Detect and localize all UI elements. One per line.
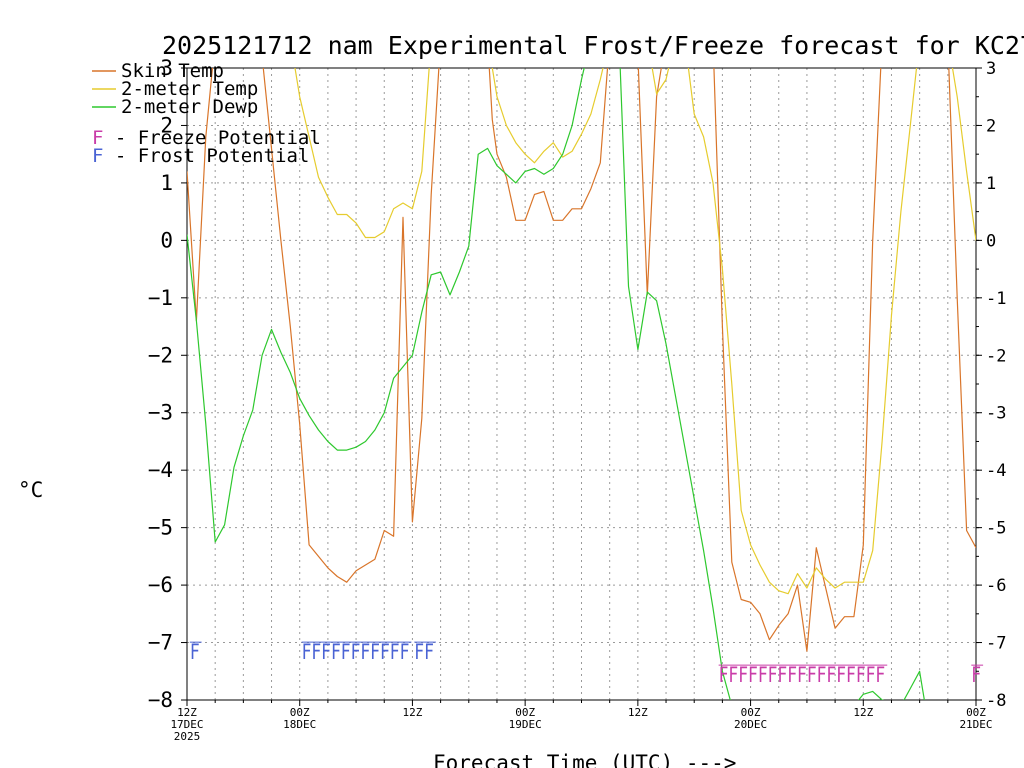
y-tick-label-right: -6	[986, 576, 1006, 596]
y-tick-label-right: -8	[986, 691, 1006, 711]
y-tick-label: 1	[160, 171, 173, 195]
y-tick-label: 3	[160, 56, 173, 80]
chart-title: 2025121712 nam Experimental Frost/Freeze…	[162, 31, 1024, 60]
y-tick-label-right: -5	[986, 519, 1006, 539]
x-tick-label: 20DEC	[734, 718, 767, 731]
x-tick-label: 17DEC	[170, 718, 203, 731]
x-tick-label: 18DEC	[283, 718, 316, 731]
y-tick-label-right: -3	[986, 404, 1006, 424]
legend-label: 2-meter Dewp	[121, 96, 258, 118]
y-tick-label-right: -4	[986, 461, 1006, 481]
x-tick-label: 00Z	[741, 706, 761, 719]
potential-legend-item: F - Frost Potential	[92, 145, 309, 167]
y-tick-label: −4	[148, 458, 173, 482]
frost-mark: FFFFFFFFFFF	[302, 640, 410, 664]
potential-legend-item: F - Freeze Potential	[92, 127, 321, 149]
y-tick-label: −1	[148, 286, 173, 310]
y-tick-label: −6	[148, 573, 173, 597]
potential-legend-mark: F	[92, 145, 103, 167]
y-tick-label: −7	[148, 631, 173, 655]
x-tick-label: 12Z	[177, 706, 197, 719]
x-tick-label: 00Z	[290, 706, 310, 719]
x-tick-label: 12Z	[628, 706, 648, 719]
legend-label: Skin Temp	[121, 60, 224, 82]
x-axis-label: Forecast Time (UTC) --->	[433, 751, 736, 768]
y-axis-label: °C	[18, 478, 43, 502]
y-tick-label: 0	[160, 228, 173, 252]
series-line-skin-temp	[187, 68, 976, 652]
freeze-mark: FFFFFFFFFFFFFFFFF	[719, 663, 886, 687]
x-tick-label: 12Z	[853, 706, 873, 719]
freeze-mark: F	[971, 663, 981, 687]
y-tick-label: −5	[148, 516, 173, 540]
potential-legend-label: - Frost Potential	[103, 145, 309, 167]
y-tick-label-right: -7	[986, 634, 1006, 654]
x-tick-label: 00Z	[515, 706, 535, 719]
x-tick-label: 2025	[174, 730, 201, 743]
y-tick-label-right: 1	[986, 174, 996, 194]
y-tick-label: 2	[160, 113, 173, 137]
frost-mark: F	[190, 640, 200, 664]
x-tick-label: 12Z	[402, 706, 422, 719]
legend-label: 2-meter Temp	[121, 78, 258, 100]
y-tick-label-right: 0	[986, 231, 996, 251]
x-tick-label: 19DEC	[509, 718, 542, 731]
x-tick-label: 00Z	[966, 706, 986, 719]
frost-mark: FF	[414, 640, 434, 664]
y-tick-label: −8	[148, 688, 173, 712]
y-tick-label-right: -2	[986, 346, 1006, 366]
series-line-2-meter-temp	[294, 68, 976, 595]
potential-legend-label: - Freeze Potential	[103, 127, 320, 149]
y-tick-label-right: -1	[986, 289, 1006, 309]
y-axis: 3 3 2 2 1 1 0 0 −1 -1 −2 -2 −3 -3 −4 -4 −5 -5 −6 -6 −7 -7 −8 -8	[148, 56, 1007, 712]
x-tick-label: 21DEC	[959, 718, 992, 731]
y-tick-label-right: 2	[986, 116, 996, 136]
series-line-2-meter-dewp	[187, 68, 925, 700]
y-tick-label: −2	[148, 343, 173, 367]
potential-legend-mark: F	[92, 127, 103, 149]
series-lines	[187, 68, 976, 700]
y-tick-label: −3	[148, 401, 173, 425]
y-tick-label-right: 3	[986, 59, 996, 79]
